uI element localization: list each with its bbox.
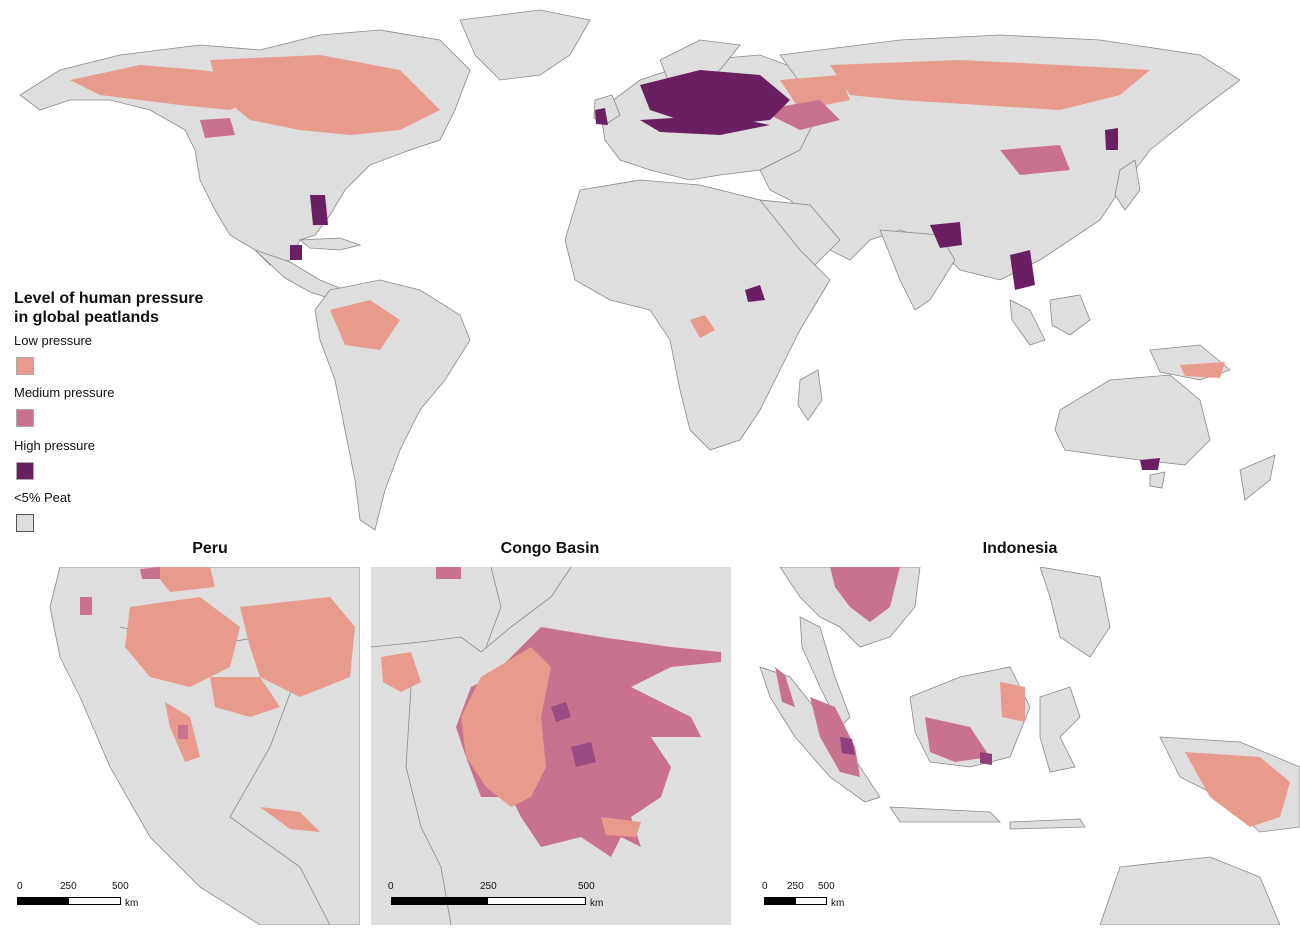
- tasmania: [1149, 471, 1166, 489]
- legend-title-line1: Level of human pressure: [14, 290, 204, 307]
- legend-title-line2: in global peatlands: [14, 309, 159, 326]
- legend-swatch-high: [16, 462, 34, 480]
- congo-peat-low: [381, 647, 641, 837]
- australia-north: [1099, 856, 1281, 925]
- madagascar: [797, 369, 823, 421]
- sumatra: [1009, 299, 1046, 346]
- australia: [1054, 374, 1211, 466]
- japan: [1114, 159, 1141, 211]
- caribbean: [298, 237, 362, 251]
- new-zealand: [1239, 454, 1276, 501]
- peru-peat-medium: [80, 567, 188, 739]
- greenland: [459, 9, 591, 81]
- scale-label-congo-500: 500: [578, 881, 595, 892]
- scale-unit-congo: km: [590, 898, 604, 909]
- congo-border-3: [485, 567, 502, 648]
- sulawesi: [1039, 686, 1081, 773]
- malay-peninsula: [799, 616, 851, 728]
- scalebar-indonesia: [764, 897, 827, 905]
- scale-label-peru-500: 500: [112, 881, 129, 892]
- philippines: [1039, 567, 1111, 658]
- scale-label-peru-0: 0: [17, 881, 23, 892]
- scale-label-indonesia-500: 500: [818, 881, 835, 892]
- peru-peat-low: [125, 567, 355, 832]
- inset-title-congo: Congo Basin: [500, 540, 600, 557]
- scale-label-congo-0: 0: [388, 881, 394, 892]
- congo-peat-high: [551, 702, 596, 767]
- lesser-sunda: [1009, 818, 1086, 830]
- inset-map-peru: [0, 567, 360, 925]
- borneo: [1049, 294, 1091, 336]
- inset-title-peru: Peru: [192, 540, 228, 557]
- scale-label-indonesia-250: 250: [787, 881, 804, 892]
- legend-swatch-low: [16, 357, 34, 375]
- peat-low: [70, 55, 1225, 378]
- congo-border-1: [371, 567, 572, 653]
- legend-title: Level of human pressure in global peatla…: [14, 289, 274, 327]
- legend-label-medium: Medium pressure: [14, 385, 115, 400]
- africa: [564, 179, 831, 451]
- scale-label-indonesia-0: 0: [762, 881, 768, 892]
- inset-map-indonesia: [740, 567, 1300, 925]
- inset-title-indonesia: Indonesia: [982, 540, 1058, 557]
- scale-unit-indonesia: km: [831, 898, 845, 909]
- indonesia-peat-high: [840, 737, 992, 765]
- indonesia-peat-low: [1000, 682, 1290, 827]
- congo-border-2: [405, 686, 452, 925]
- scalebar-peru: [17, 897, 121, 905]
- scale-label-congo-250: 250: [480, 881, 497, 892]
- scale-unit-peru: km: [125, 898, 139, 909]
- legend-label-no-peat: <5% Peat: [14, 490, 71, 505]
- peat-high: [290, 70, 1160, 470]
- legend-label-high: High pressure: [14, 438, 95, 453]
- inset-map-congo: [371, 567, 731, 925]
- scale-label-peru-250: 250: [60, 881, 77, 892]
- legend-label-low: Low pressure: [14, 333, 93, 348]
- java: [889, 806, 1001, 823]
- legend-swatch-medium: [16, 409, 34, 427]
- indonesia-peat-medium: [775, 567, 990, 777]
- legend-swatch-no-peat: [16, 514, 34, 532]
- scalebar-congo: [391, 897, 586, 905]
- world-map: [19, 9, 1276, 531]
